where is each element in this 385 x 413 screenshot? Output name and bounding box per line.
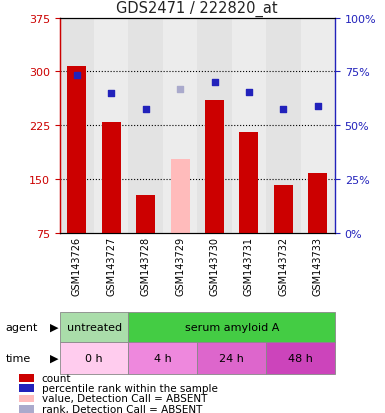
- Bar: [60, 19, 94, 233]
- Bar: [19, 384, 34, 392]
- Text: 24 h: 24 h: [219, 353, 244, 363]
- Bar: [308, 174, 327, 233]
- Bar: [102, 122, 121, 233]
- Point: [142, 106, 149, 113]
- Bar: [67, 66, 86, 233]
- Bar: [19, 374, 34, 382]
- Bar: [274, 185, 293, 233]
- Point: [108, 90, 114, 97]
- Bar: [19, 405, 34, 413]
- Text: agent: agent: [6, 322, 38, 332]
- Bar: [197, 342, 266, 374]
- Point: [74, 73, 80, 79]
- Point: [246, 89, 252, 96]
- Bar: [232, 19, 266, 233]
- Point: [177, 87, 183, 93]
- Bar: [205, 101, 224, 233]
- Bar: [94, 19, 129, 233]
- Bar: [19, 394, 34, 402]
- Bar: [129, 342, 197, 374]
- Text: time: time: [6, 353, 31, 363]
- Text: ▶: ▶: [50, 322, 59, 332]
- Text: 4 h: 4 h: [154, 353, 172, 363]
- Bar: [136, 195, 155, 233]
- Bar: [171, 159, 189, 233]
- Text: percentile rank within the sample: percentile rank within the sample: [42, 383, 218, 393]
- Text: value, Detection Call = ABSENT: value, Detection Call = ABSENT: [42, 394, 207, 404]
- Bar: [301, 19, 335, 233]
- Point: [315, 103, 321, 110]
- Bar: [239, 133, 258, 233]
- Text: 0 h: 0 h: [85, 353, 103, 363]
- Bar: [129, 19, 163, 233]
- Text: ▶: ▶: [50, 353, 59, 363]
- Text: count: count: [42, 373, 71, 383]
- Text: rank, Detection Call = ABSENT: rank, Detection Call = ABSENT: [42, 404, 202, 413]
- Bar: [197, 19, 232, 233]
- Bar: [60, 342, 129, 374]
- Title: GDS2471 / 222820_at: GDS2471 / 222820_at: [117, 1, 278, 17]
- Text: untreated: untreated: [67, 322, 122, 332]
- Point: [211, 80, 218, 86]
- Bar: [266, 342, 335, 374]
- Bar: [266, 19, 301, 233]
- Text: serum amyloid A: serum amyloid A: [184, 322, 279, 332]
- Bar: [163, 19, 197, 233]
- Text: 48 h: 48 h: [288, 353, 313, 363]
- Point: [280, 106, 286, 113]
- Bar: [129, 312, 335, 342]
- Bar: [60, 312, 129, 342]
